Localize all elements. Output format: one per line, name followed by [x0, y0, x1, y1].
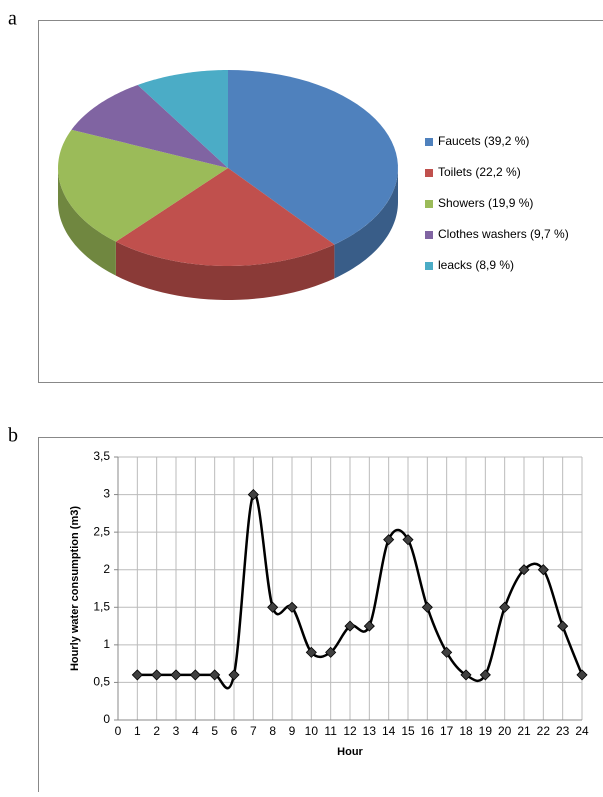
x-tick-label: 2: [153, 724, 160, 738]
legend-swatch: [425, 169, 433, 177]
marker: [229, 670, 239, 680]
x-tick-label: 14: [382, 724, 396, 738]
x-tick-label: 11: [324, 724, 337, 738]
marker: [190, 670, 200, 680]
x-tick-label: 4: [192, 724, 199, 738]
x-tick-label: 3: [173, 724, 180, 738]
x-tick-label: 24: [575, 724, 589, 738]
marker: [422, 602, 432, 612]
line: [137, 494, 582, 689]
x-tick-label: 10: [305, 724, 319, 738]
marker: [577, 670, 587, 680]
y-axis-label: Hourly water consumption (m3): [69, 506, 81, 671]
y-tick-label: 0,5: [93, 675, 110, 689]
x-tick-label: 1: [134, 724, 141, 738]
panel-frame: [39, 438, 603, 793]
legend-label: Faucets (39,2 %): [438, 134, 529, 148]
marker: [558, 621, 568, 631]
y-tick-label: 2,5: [93, 524, 110, 538]
legend-swatch: [425, 138, 433, 146]
y-tick-label: 3,5: [93, 449, 110, 463]
panel-label: b: [8, 425, 18, 447]
legend-swatch: [425, 231, 433, 239]
marker: [500, 602, 510, 612]
x-tick-label: 20: [498, 724, 512, 738]
y-tick-label: 1: [103, 637, 110, 651]
x-tick-label: 8: [269, 724, 276, 738]
x-tick-label: 23: [556, 724, 570, 738]
x-tick-label: 16: [421, 724, 435, 738]
y-tick-label: 3: [103, 487, 110, 501]
x-tick-label: 22: [537, 724, 551, 738]
marker: [152, 670, 162, 680]
x-tick-label: 21: [517, 724, 531, 738]
x-axis-label: Hour: [337, 746, 363, 758]
x-tick-label: 0: [115, 724, 122, 738]
x-tick-label: 19: [479, 724, 493, 738]
legend-swatch: [425, 200, 433, 208]
x-tick-label: 9: [289, 724, 296, 738]
x-tick-label: 17: [440, 724, 454, 738]
marker: [171, 670, 181, 680]
legend-label: Showers (19,9 %): [438, 196, 533, 210]
x-tick-label: 15: [401, 724, 415, 738]
x-tick-label: 12: [343, 724, 357, 738]
x-tick-label: 6: [231, 724, 238, 738]
legend-swatch: [425, 262, 433, 270]
x-tick-label: 18: [459, 724, 473, 738]
x-tick-label: 5: [211, 724, 218, 738]
x-tick-label: 13: [363, 724, 377, 738]
legend-label: Toilets (22,2 %): [438, 165, 521, 179]
y-tick-label: 0: [103, 712, 110, 726]
legend-label: Clothes washers (9,7 %): [438, 227, 569, 241]
marker: [132, 670, 142, 680]
panel-label: a: [8, 8, 17, 30]
y-tick-label: 2: [103, 562, 110, 576]
marker: [268, 602, 278, 612]
y-tick-label: 1,5: [93, 599, 110, 613]
marker: [384, 535, 394, 545]
x-tick-label: 7: [250, 724, 257, 738]
legend-label: leacks (8,9 %): [438, 258, 514, 272]
